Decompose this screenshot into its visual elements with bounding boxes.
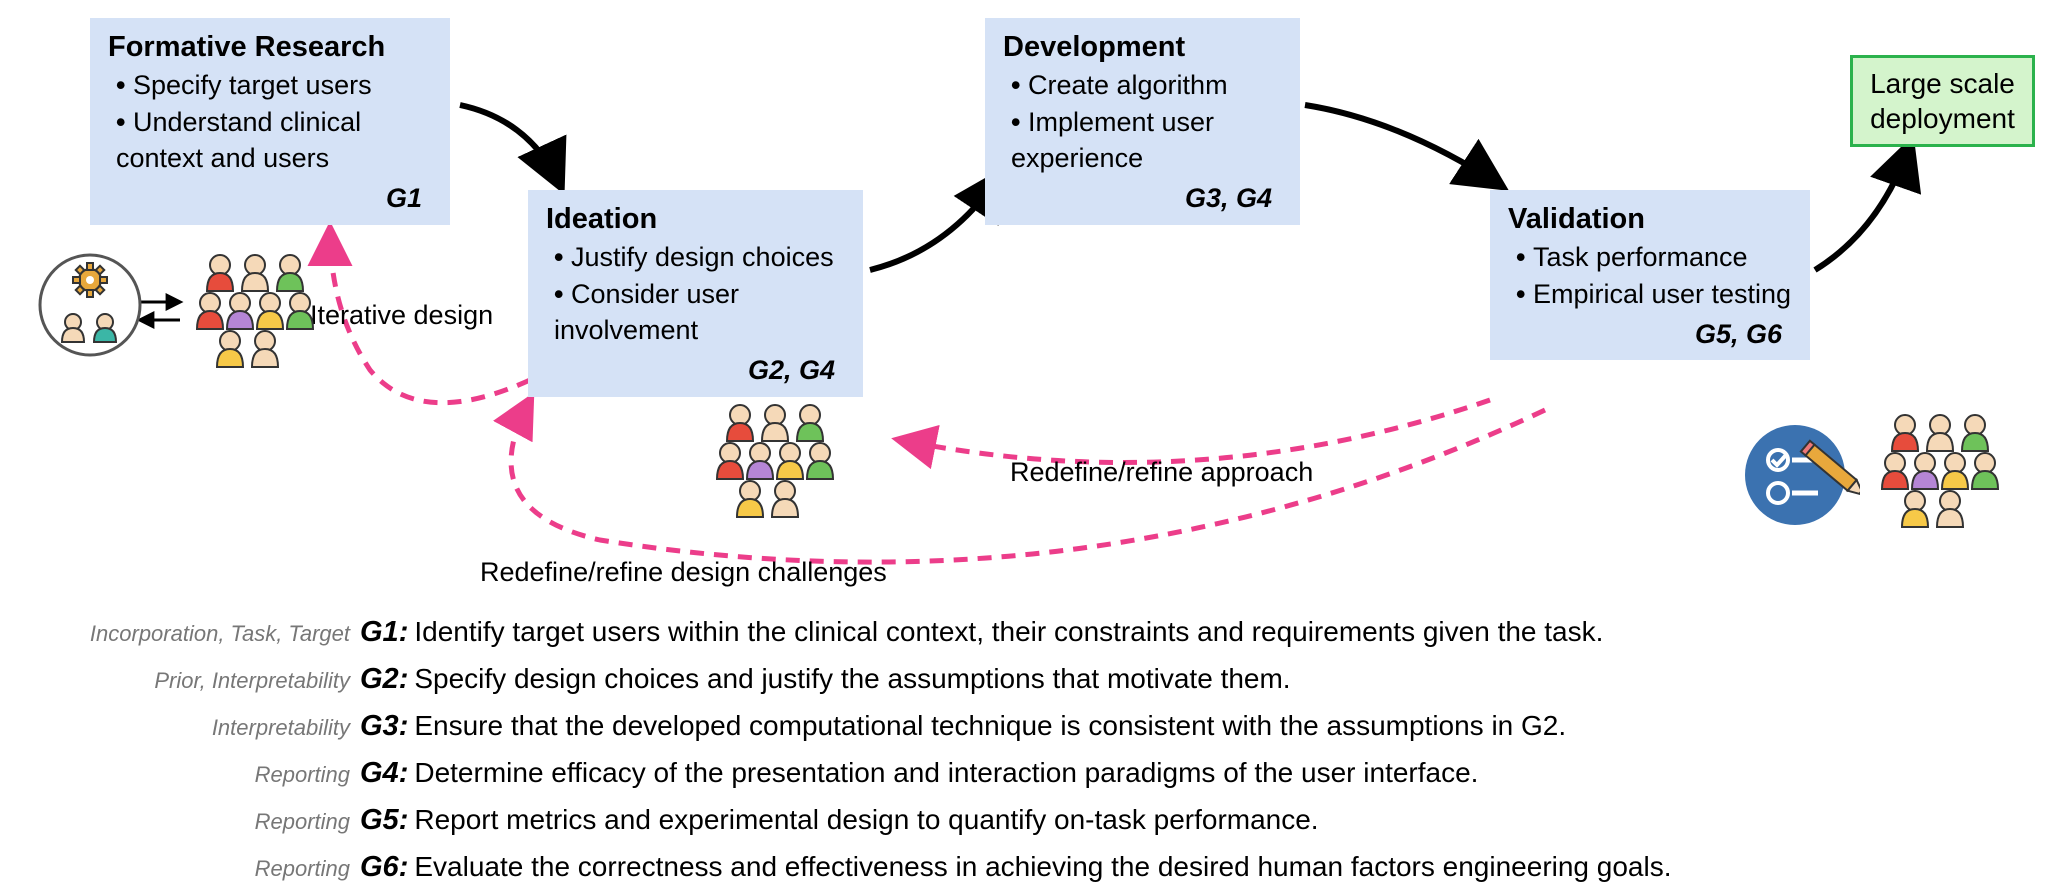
- annotation-iterative: Iterative design: [310, 300, 493, 331]
- stage-title: Validation: [1508, 200, 1792, 239]
- bullet: Understand clinical context and users: [116, 104, 432, 177]
- goal-row: Interpretability G3: Ensure that the dev…: [20, 704, 2046, 749]
- goal-row: Reporting G6: Evaluate the correctness a…: [20, 845, 2046, 890]
- stage-ideation: Ideation Justify design choices Consider…: [528, 190, 863, 397]
- goal-tag: Incorporation, Task, Target: [20, 617, 360, 651]
- goal-list: Incorporation, Task, Target G1: Identify…: [20, 610, 2046, 892]
- goal-text: Determine efficacy of the presentation a…: [414, 751, 2046, 794]
- bullet: Create algorithm: [1011, 67, 1282, 103]
- stage-bullets: Task performance Empirical user testing: [1508, 239, 1792, 312]
- goal-tag: Reporting: [20, 758, 360, 792]
- people-cluster-1: [185, 245, 325, 375]
- checklist-icon: [1740, 415, 1860, 535]
- arrow-refine-approach: [900, 400, 1490, 463]
- goal-id: G1:: [360, 610, 414, 655]
- stage-development: Development Create algorithm Implement u…: [985, 18, 1300, 225]
- bullet: Specify target users: [116, 67, 432, 103]
- goal-tag: Reporting: [20, 852, 360, 886]
- people-cluster-2: [705, 395, 845, 525]
- stage-title: Formative Research: [108, 28, 432, 67]
- stage-title: Development: [1003, 28, 1282, 67]
- annotation-refine-challenges: Redefine/refine design challenges: [480, 557, 887, 588]
- goal-row: Reporting G5: Report metrics and experim…: [20, 798, 2046, 843]
- bullet: Empirical user testing: [1516, 276, 1792, 312]
- arrow-ideation-to-development: [870, 175, 1000, 270]
- stage-goals: G2, G4: [546, 352, 845, 388]
- stage-goals: G3, G4: [1003, 180, 1282, 216]
- arrow-development-to-validation: [1305, 105, 1500, 185]
- arrow-validation-to-deploy: [1815, 145, 1910, 270]
- goal-tag: Reporting: [20, 805, 360, 839]
- stage-goals: G1: [108, 180, 432, 216]
- goal-tag: Interpretability: [20, 711, 360, 745]
- goal-row: Prior, Interpretability G2: Specify desi…: [20, 657, 2046, 702]
- arrow-formative-to-ideation: [460, 105, 560, 185]
- goal-text: Specify design choices and justify the a…: [414, 657, 2046, 700]
- stage-bullets: Specify target users Understand clinical…: [108, 67, 432, 176]
- bullet: Task performance: [1516, 239, 1792, 275]
- stage-bullets: Justify design choices Consider user inv…: [546, 239, 845, 348]
- goal-id: G3:: [360, 704, 414, 749]
- goal-row: Incorporation, Task, Target G1: Identify…: [20, 610, 2046, 655]
- stage-title: Ideation: [546, 200, 845, 239]
- people-cluster-3: [1870, 405, 2010, 535]
- bullet: Consider user involvement: [554, 276, 845, 349]
- deploy-line2: deployment: [1870, 103, 2015, 134]
- bullet: Justify design choices: [554, 239, 845, 275]
- goal-id: G6:: [360, 845, 414, 890]
- stage-validation: Validation Task performance Empirical us…: [1490, 190, 1810, 360]
- gear-team-icon: [35, 250, 145, 360]
- stage-bullets: Create algorithm Implement user experien…: [1003, 67, 1282, 176]
- stage-formative-research: Formative Research Specify target users …: [90, 18, 450, 225]
- goal-id: G2:: [360, 657, 414, 702]
- goal-text: Report metrics and experimental design t…: [414, 798, 2046, 841]
- goal-id: G4:: [360, 751, 414, 796]
- deploy-line1: Large scale: [1870, 68, 2015, 99]
- stage-goals: G5, G6: [1508, 316, 1792, 352]
- deploy-box: Large scale deployment: [1850, 55, 2035, 147]
- goal-id: G5:: [360, 798, 414, 843]
- goal-text: Ensure that the developed computational …: [414, 704, 2046, 747]
- annotation-refine-approach: Redefine/refine approach: [1010, 457, 1313, 488]
- bullet: Implement user experience: [1011, 104, 1282, 177]
- goal-tag: Prior, Interpretability: [20, 664, 360, 698]
- goal-row: Reporting G4: Determine efficacy of the …: [20, 751, 2046, 796]
- goal-text: Evaluate the correctness and effectivene…: [414, 845, 2046, 888]
- goal-text: Identify target users within the clinica…: [414, 610, 2046, 653]
